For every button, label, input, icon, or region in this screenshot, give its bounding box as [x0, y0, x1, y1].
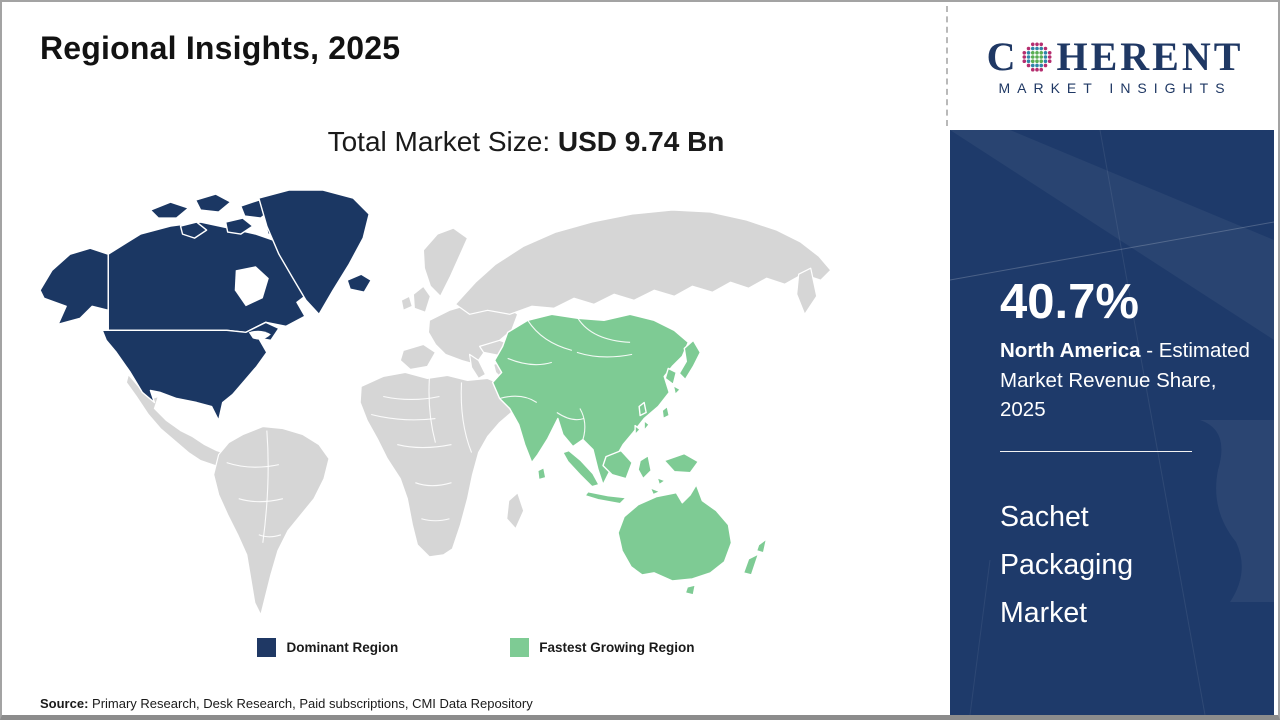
map-tasmania: [684, 584, 697, 596]
map-uk: [412, 285, 432, 313]
map-water-bodies: [234, 266, 271, 340]
sidebar-divider: [1000, 450, 1192, 452]
source-text: Primary Research, Desk Research, Paid su…: [88, 696, 533, 711]
logo-tagline: MARKET INSIGHTS: [998, 79, 1232, 96]
map-greenland: [258, 189, 370, 315]
logo-word-rest: HERENT: [1056, 33, 1244, 79]
map-arctic-island-2: [194, 193, 232, 213]
map-iceland: [346, 273, 372, 293]
map-country-borders: [226, 318, 633, 543]
logo-wordmark: C: [986, 33, 1244, 79]
map-region-asia-pacific: [491, 313, 768, 596]
dashed-separator: [946, 6, 948, 126]
legend-item-dominant: Dominant Region: [257, 638, 398, 657]
legend-swatch-dominant: [257, 638, 277, 657]
map-arctic-island-5: [224, 217, 254, 235]
world-map: [30, 182, 888, 628]
stat-region-name: North America: [1000, 339, 1141, 363]
map-sulawesi: [637, 454, 652, 480]
map-java: [584, 490, 627, 505]
map-new-guinea: [663, 452, 700, 474]
map-scandinavia: [422, 227, 469, 297]
map-asia-mainland: [491, 313, 690, 486]
map-iberia: [399, 343, 437, 371]
map-philippines-3: [634, 424, 641, 436]
map-south-america: [213, 425, 330, 616]
map-arctic-island-4: [179, 221, 208, 239]
total-market-size-label: Total Market Size:: [327, 126, 558, 157]
sidebar-content: 40.7% North America - Estimated Market R…: [950, 130, 1274, 638]
map-italy: [468, 353, 487, 380]
map-timor: [649, 486, 661, 496]
map-ireland: [400, 295, 413, 311]
total-market-size-value: USD 9.74 Bn: [557, 126, 725, 157]
map-japan-south: [672, 384, 681, 396]
map-borneo: [602, 449, 633, 480]
sidebar-background-pattern: [950, 130, 1274, 715]
map-madagascar: [506, 492, 525, 530]
map-australia: [617, 483, 733, 582]
page-title: Regional Insights, 2025: [40, 30, 401, 66]
map-philippines-2: [643, 419, 650, 432]
map-new-zealand-south: [742, 553, 760, 576]
total-market-size: Total Market Size: USD 9.74 Bn: [2, 126, 950, 158]
map-sumatra: [562, 449, 600, 488]
map-russia: [454, 209, 832, 315]
map-kamchatka: [796, 267, 818, 315]
legend-label-dominant: Dominant Region: [286, 640, 399, 655]
map-korea: [664, 367, 677, 386]
globe-dots-icon: [1022, 41, 1052, 72]
logo-letter-c: C: [986, 33, 1019, 79]
sidebar-panel: 40.7% North America - Estimated Market R…: [950, 130, 1274, 715]
map-taiwan: [661, 405, 670, 420]
map-philippines-1: [638, 401, 647, 417]
market-name: Sachet Packaging Market: [1000, 500, 1134, 629]
map-region-north-america: [39, 189, 372, 422]
stat-desc-text: - Estimated Market Revenue Share, 2025: [1000, 339, 1250, 422]
legend-swatch-fastest-growing: [510, 638, 530, 657]
source-label: Source:: [40, 696, 89, 711]
map-arctic-island-1: [149, 201, 190, 219]
map-alaska: [39, 247, 109, 326]
company-logo: C: [950, 2, 1278, 130]
market-share-description: North America - Estimated Market Revenue…: [1000, 336, 1262, 425]
map-legend: Dominant Region Fastest Growing Region: [2, 638, 950, 657]
world-map-svg: [39, 189, 832, 616]
map-africa: [359, 371, 523, 558]
map-hudson-bay: [234, 266, 269, 307]
legend-item-fastest-growing: Fastest Growing Region: [510, 638, 695, 657]
map-great-lakes: [248, 330, 271, 340]
map-new-zealand-north: [755, 538, 768, 554]
market-share-stat: 40.7%: [1000, 275, 1139, 329]
map-japan: [678, 339, 702, 381]
map-usa: [101, 321, 280, 422]
legend-label-fastest-growing: Fastest Growing Region: [539, 640, 695, 655]
map-moluccas: [656, 476, 666, 486]
source-line: Source: Primary Research, Desk Research,…: [40, 696, 533, 711]
map-sri-lanka: [537, 466, 547, 481]
